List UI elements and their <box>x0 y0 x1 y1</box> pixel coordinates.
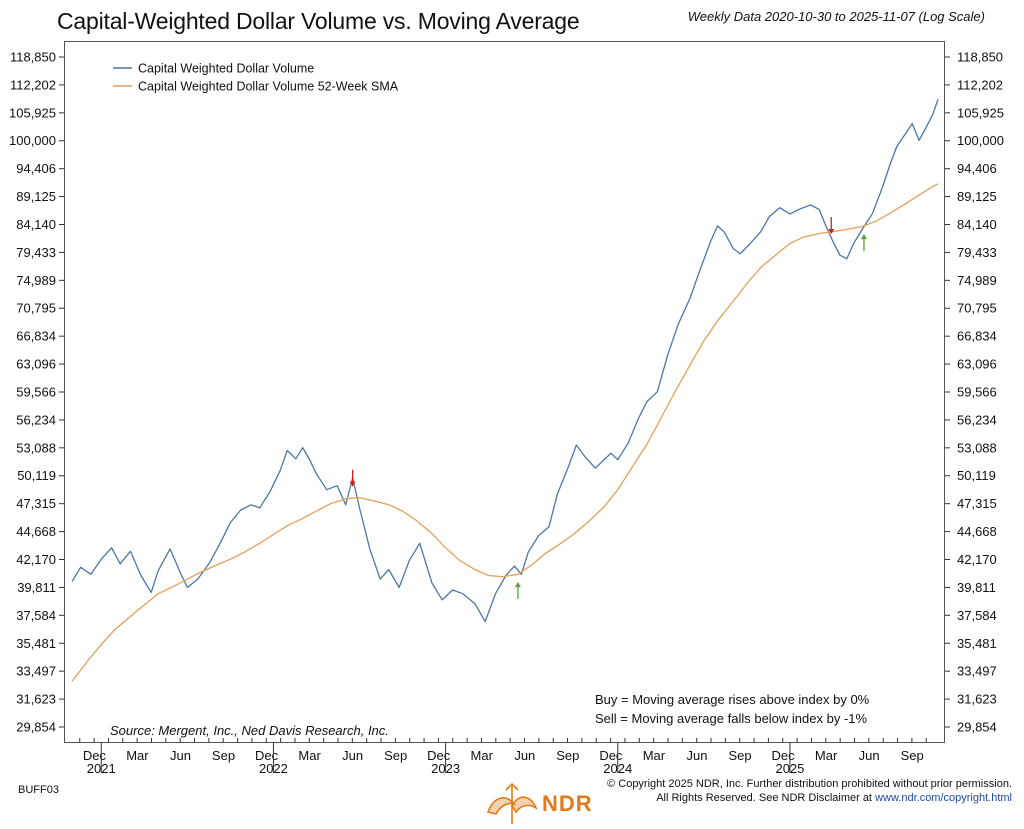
y-tick-label-left: 56,234 <box>16 412 56 427</box>
y-tick-label-left: 31,623 <box>16 692 56 707</box>
y-tick-label-right: 42,170 <box>957 552 997 567</box>
x-month-label: Mar <box>126 748 149 763</box>
x-month-label: Jun <box>859 748 880 763</box>
y-tick-label-right: 94,406 <box>957 161 997 176</box>
y-tick-label-left: 44,668 <box>16 524 56 539</box>
sma-line <box>71 183 939 682</box>
y-tick-label-right: 63,096 <box>957 357 997 372</box>
x-year-label: 2025 <box>775 761 804 776</box>
copyright-line-2: All Rights Reserved. See NDR Disclaimer … <box>656 792 1012 804</box>
y-tick-label-left: 39,811 <box>17 580 56 595</box>
copyright-link[interactable]: www.ndr.com/copyright.html <box>875 792 1012 804</box>
y-tick-label-left: 118,850 <box>10 50 56 65</box>
y-tick-label-left: 35,481 <box>16 636 56 651</box>
y-tick-label-right: 79,433 <box>957 245 997 260</box>
chart-subtitle: Weekly Data 2020-10-30 to 2025-11-07 (Lo… <box>687 9 985 24</box>
x-month-label: Mar <box>298 748 321 763</box>
y-tick-label-left: 47,315 <box>16 496 56 511</box>
x-month-label: Dec <box>83 748 107 763</box>
y-tick-label-left: 37,584 <box>16 608 56 623</box>
x-month-label: Dec <box>255 748 279 763</box>
legend-label-index: Capital Weighted Dollar Volume <box>138 62 314 76</box>
y-tick-label-left: 42,170 <box>16 552 56 567</box>
x-month-label: Jun <box>686 748 707 763</box>
y-tick-label-left: 70,795 <box>16 301 56 316</box>
index-line <box>71 99 939 623</box>
y-tick-label-right: 105,925 <box>957 105 1004 120</box>
sell-signal-arrow <box>828 216 835 234</box>
y-tick-label-left: 84,140 <box>16 217 56 232</box>
y-tick-label-left: 63,096 <box>16 357 56 372</box>
x-year-label: 2021 <box>87 761 116 776</box>
x-year-label: 2023 <box>431 761 460 776</box>
y-tick-label-right: 56,234 <box>957 412 997 427</box>
y-tick-label-left: 59,566 <box>16 385 56 400</box>
y-tick-label-left: 105,925 <box>9 105 56 120</box>
ndr-logo-icon <box>486 782 538 824</box>
x-month-label: Sep <box>728 748 751 763</box>
y-tick-label-right: 39,811 <box>957 580 996 595</box>
legend-label-sma: Capital Weighted Dollar Volume 52-Week S… <box>138 80 399 94</box>
y-tick-label-right: 35,481 <box>957 636 997 651</box>
y-tick-label-left: 74,989 <box>16 273 56 288</box>
x-month-label: Jun <box>514 748 535 763</box>
y-tick-label-right: 118,850 <box>957 50 1003 65</box>
y-tick-label-right: 47,315 <box>957 496 997 511</box>
x-month-label: Jun <box>342 748 363 763</box>
x-month-label: Sep <box>212 748 235 763</box>
y-tick-label-right: 112,202 <box>957 77 1003 92</box>
y-tick-label-left: 89,125 <box>16 189 56 204</box>
y-tick-label-left: 50,119 <box>17 468 56 483</box>
x-year-label: 2022 <box>259 761 288 776</box>
copyright-prefix: All Rights Reserved. See NDR Disclaimer … <box>656 792 876 804</box>
y-tick-label-left: 29,854 <box>16 720 56 735</box>
y-tick-label-left: 94,406 <box>16 161 56 176</box>
chart-code: BUFF03 <box>18 784 59 796</box>
y-tick-label-right: 37,584 <box>957 608 997 623</box>
x-month-label: Mar <box>471 748 494 763</box>
buy-rule-note: Buy = Moving average rises above index b… <box>595 692 870 707</box>
buy-signal-arrow <box>860 234 867 252</box>
x-month-label: Dec <box>599 748 623 763</box>
buy-signal-arrow <box>514 582 521 600</box>
plot-frame <box>64 41 945 743</box>
x-month-label: Sep <box>384 748 407 763</box>
y-tick-label-left: 100,000 <box>9 133 56 148</box>
x-month-label: Sep <box>556 748 579 763</box>
y-tick-label-right: 100,000 <box>957 133 1004 148</box>
x-month-label: Sep <box>901 748 924 763</box>
y-tick-label-right: 31,623 <box>957 692 997 707</box>
sell-signal-arrow <box>349 469 356 487</box>
x-month-label: Jun <box>170 748 191 763</box>
copyright-line-1: © Copyright 2025 NDR, Inc. Further distr… <box>607 778 1012 790</box>
y-tick-label-right: 84,140 <box>957 217 997 232</box>
y-tick-label-right: 33,497 <box>957 664 997 679</box>
chart-title: Capital-Weighted Dollar Volume vs. Movin… <box>57 8 580 34</box>
y-tick-label-right: 70,795 <box>957 301 997 316</box>
y-tick-label-right: 53,088 <box>957 440 997 455</box>
y-tick-label-right: 59,566 <box>957 385 997 400</box>
y-tick-label-right: 89,125 <box>957 189 997 204</box>
y-tick-label-left: 112,202 <box>10 77 56 92</box>
y-tick-label-right: 74,989 <box>957 273 997 288</box>
x-year-label: 2024 <box>603 761 632 776</box>
ndr-logo-text: NDR <box>542 791 593 816</box>
y-tick-label-right: 29,854 <box>957 720 997 735</box>
y-tick-label-left: 33,497 <box>16 664 56 679</box>
y-tick-label-left: 66,834 <box>16 329 56 344</box>
y-tick-label-right: 66,834 <box>957 329 997 344</box>
y-tick-label-right: 44,668 <box>957 524 997 539</box>
source-note: Source: Mergent, Inc., Ned Davis Researc… <box>110 723 389 738</box>
y-tick-label-right: 50,119 <box>957 468 996 483</box>
x-month-label: Dec <box>427 748 451 763</box>
x-month-label: Mar <box>815 748 838 763</box>
y-tick-label-left: 53,088 <box>16 440 56 455</box>
x-month-label: Dec <box>771 748 795 763</box>
x-month-label: Mar <box>643 748 666 763</box>
y-tick-label-left: 79,433 <box>16 245 56 260</box>
sell-rule-note: Sell = Moving average falls below index … <box>595 711 868 726</box>
